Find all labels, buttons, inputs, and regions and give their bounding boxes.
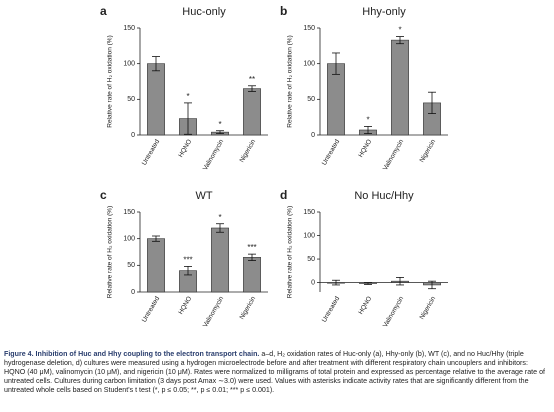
x-tick-label: Nigericin xyxy=(239,138,258,164)
significance: *** xyxy=(247,243,256,252)
x-tick-label: Untreated xyxy=(141,138,162,167)
figure: a Huc-only Relative rate of H₂ oxidation (… xyxy=(100,4,448,329)
x-tick-label: Nigericin xyxy=(239,295,258,321)
y-tick-label: 50 xyxy=(127,262,135,269)
caption-text: a–d, H₂ oxidation rates of Huc-only (a),… xyxy=(4,350,545,394)
y-tick-label: 150 xyxy=(303,25,315,32)
y-tick-label: 150 xyxy=(303,209,315,216)
x-tick-label: Valinomycin xyxy=(202,138,226,172)
y-tick-label: 0 xyxy=(311,279,315,286)
y-tick-label: 100 xyxy=(123,236,135,243)
chart-title: No Huc/Hhy xyxy=(354,190,414,202)
x-tick-label: Nigericin xyxy=(419,138,438,164)
panel-label: b xyxy=(280,4,287,18)
caption-title: Figure 4. Inhibition of Huc and Hhy coup… xyxy=(4,350,260,358)
x-tick-label: Untreated xyxy=(141,295,162,324)
y-tick-label: 0 xyxy=(311,132,315,139)
chart-title: Hhy-only xyxy=(362,6,406,18)
bar xyxy=(243,88,261,136)
bar xyxy=(211,227,229,293)
y-tick-label: 100 xyxy=(123,61,135,68)
x-tick-label: Untreated xyxy=(321,138,342,167)
significance: * xyxy=(186,92,189,101)
x-tick-label: Valinomycin xyxy=(382,138,406,172)
significance: * xyxy=(218,213,221,222)
x-tick-label: HQNO xyxy=(357,295,373,315)
y-axis-label: Relative rate of H₂ oxidation (%) xyxy=(287,35,294,127)
panel-label: c xyxy=(100,188,107,202)
caption: Figure 4. Inhibition of Huc and Hhy coup… xyxy=(4,350,550,395)
y-tick-label: 0 xyxy=(131,132,135,139)
x-tick-label: Valinomycin xyxy=(202,295,226,329)
significance: * xyxy=(366,116,369,125)
x-tick-label: Valinomycin xyxy=(382,295,406,329)
y-tick-label: 50 xyxy=(307,256,315,263)
x-tick-label: Nigericin xyxy=(419,295,438,321)
y-axis-label: Relative rate of H₂ oxidation (%) xyxy=(107,206,114,298)
y-tick-label: 50 xyxy=(127,96,135,103)
significance: ** xyxy=(249,75,255,84)
y-tick-label: 0 xyxy=(131,289,135,296)
y-tick-label: 150 xyxy=(123,209,135,216)
bar xyxy=(243,257,261,293)
y-tick-label: 100 xyxy=(303,61,315,68)
significance: *** xyxy=(183,256,192,265)
x-tick-label: HQNO xyxy=(177,138,193,158)
bar xyxy=(147,63,165,136)
x-tick-label: HQNO xyxy=(357,138,373,158)
x-tick-label: Untreated xyxy=(321,295,342,324)
bar xyxy=(391,39,409,136)
y-tick-label: 100 xyxy=(303,232,315,239)
panel-label: a xyxy=(100,4,107,18)
bar xyxy=(147,238,165,293)
y-axis-label: Relative rate of H₂ oxidation (%) xyxy=(287,206,294,298)
chart-title: WT xyxy=(195,190,212,202)
y-axis-label: Relative rate of H₂ oxidation (%) xyxy=(107,35,114,127)
y-tick-label: 150 xyxy=(123,25,135,32)
chart-title: Huc-only xyxy=(182,6,226,18)
significance: * xyxy=(398,26,401,35)
y-tick-label: 50 xyxy=(307,96,315,103)
significance: * xyxy=(218,120,221,129)
x-tick-label: HQNO xyxy=(177,295,193,315)
panel-label: d xyxy=(280,188,287,202)
